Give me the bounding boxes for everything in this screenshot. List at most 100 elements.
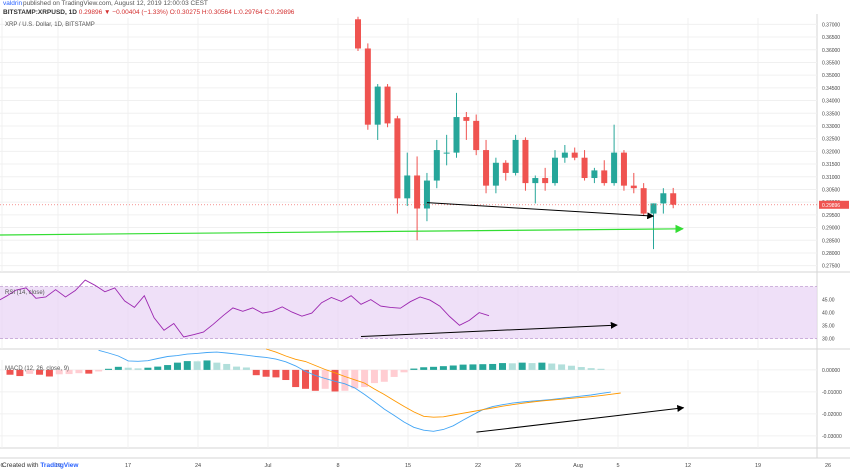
y-tick-label: 30.00 — [822, 337, 835, 343]
macd-histogram-bar — [282, 369, 290, 381]
candle-body — [364, 48, 371, 125]
x-tick-label: 17 — [125, 463, 131, 469]
publisher-username[interactable]: valdrin — [3, 0, 23, 7]
candle-body — [414, 175, 421, 209]
candle-body — [463, 117, 470, 121]
macd-histogram-bar — [341, 369, 349, 391]
x-tick-label: 24 — [195, 463, 201, 469]
macd-histogram-bar — [567, 365, 575, 370]
y-tick-label: 0.32000 — [822, 149, 840, 155]
tradingview-logo[interactable]: TradingView — [40, 462, 79, 469]
macd-pane-title: MACD (12, 26, close, 9) — [5, 366, 70, 372]
x-tick-label: 5 — [616, 463, 619, 469]
candle-body — [581, 157, 588, 179]
macd-histogram-bar — [528, 363, 536, 370]
macd-histogram-bar — [331, 369, 339, 392]
macd-histogram-bar — [173, 362, 181, 370]
x-tick-label: 15 — [405, 463, 411, 469]
macd-histogram-bar — [489, 363, 497, 370]
y-tick-label: 0.27500 — [822, 264, 840, 270]
y-tick-label: 0.37000 — [822, 22, 840, 28]
candle-body — [561, 152, 568, 158]
y-tick-label: 0.30500 — [822, 187, 840, 193]
candle-body — [404, 175, 411, 199]
y-tick-label: 0.36500 — [822, 35, 840, 41]
macd-histogram-bar — [302, 369, 309, 389]
macd-histogram-bar — [16, 369, 24, 377]
candle-body — [670, 193, 677, 205]
macd-histogram-bar — [449, 365, 457, 370]
macd-histogram-bar — [518, 362, 526, 370]
x-tick-label: 12 — [685, 463, 691, 469]
y-tick-label: 0.28000 — [822, 251, 840, 257]
macd-histogram-bar — [538, 362, 546, 370]
macd-histogram-bar — [233, 366, 241, 370]
x-tick-label: 26 — [515, 463, 521, 469]
candle-body — [640, 188, 647, 214]
x-tick-label: 10 — [55, 463, 61, 469]
candle-body — [512, 139, 519, 173]
y-tick-label: 0.36000 — [822, 48, 840, 54]
rsi-pane-title: RSI (14, close) — [5, 290, 45, 296]
macd-histogram-bar — [36, 369, 44, 375]
macd-histogram-bar — [55, 369, 63, 375]
candle-body — [591, 170, 598, 179]
y-tick-label: 0.32500 — [822, 137, 840, 143]
candle-body — [552, 157, 558, 184]
macd-histogram-bar — [114, 366, 122, 370]
macd-histogram-bar — [124, 367, 132, 370]
macd-trendline — [476, 405, 685, 433]
candle-body — [542, 178, 549, 184]
candle-body — [433, 150, 440, 181]
macd-histogram-bar — [469, 364, 477, 370]
y-tick-label: 0.35500 — [822, 60, 840, 66]
macd-histogram-bar — [262, 369, 270, 377]
macd-histogram-bar — [193, 361, 201, 370]
symbol-name[interactable]: BITSTAMP:XRPUSD, 1D — [3, 9, 77, 16]
y-tick-label: 0.34500 — [822, 86, 840, 92]
rsi-trendline — [360, 321, 618, 338]
x-tick-label: 6 — [0, 463, 3, 469]
footer-prefix: Created with — [2, 462, 39, 469]
price-trendline — [426, 202, 655, 220]
macd-histogram-bar — [154, 366, 162, 370]
candle-body — [423, 180, 430, 209]
candle-body — [660, 193, 667, 204]
macd-histogram-bar — [223, 363, 231, 370]
y-tick-label: -0.03000 — [822, 434, 842, 440]
y-tick-label: 0.35000 — [822, 73, 840, 79]
candle-body — [492, 162, 499, 186]
candle-body — [650, 203, 657, 214]
x-tick-label: 22 — [475, 463, 481, 469]
macd-histogram-bar — [144, 367, 152, 370]
macd-histogram-bar — [390, 369, 398, 377]
x-tick-label: 8 — [336, 463, 339, 469]
candle-body — [394, 118, 401, 199]
y-tick-label: 0.00000 — [822, 368, 840, 374]
macd-histogram-bar — [361, 369, 369, 388]
candle-body — [620, 152, 627, 186]
x-tick-label: Aug — [573, 463, 583, 469]
macd-histogram-bar — [597, 368, 605, 370]
macd-histogram-bar — [321, 369, 329, 389]
candle-body — [443, 152, 450, 154]
macd-histogram-bar — [105, 368, 112, 370]
publish-info: published on TradingView.com, August 12,… — [23, 0, 208, 7]
candle-body — [473, 120, 480, 151]
macd-histogram-bar — [85, 369, 93, 374]
macd-histogram-bar — [95, 369, 103, 372]
candle-body — [532, 178, 539, 184]
candle-body — [374, 86, 381, 125]
y-tick-label: 0.31000 — [822, 175, 840, 181]
macd-histogram-bar — [508, 363, 516, 370]
macd-line — [98, 349, 611, 432]
macd-histogram-bar — [242, 367, 250, 370]
candle-body — [601, 170, 608, 184]
candle-body — [384, 86, 391, 124]
y-tick-label: 0.34000 — [822, 99, 840, 105]
y-tick-label: 0.28500 — [822, 238, 840, 244]
y-tick-label: 0.33500 — [822, 111, 840, 117]
macd-histogram-bar — [164, 365, 172, 370]
macd-histogram-bar — [558, 364, 566, 370]
